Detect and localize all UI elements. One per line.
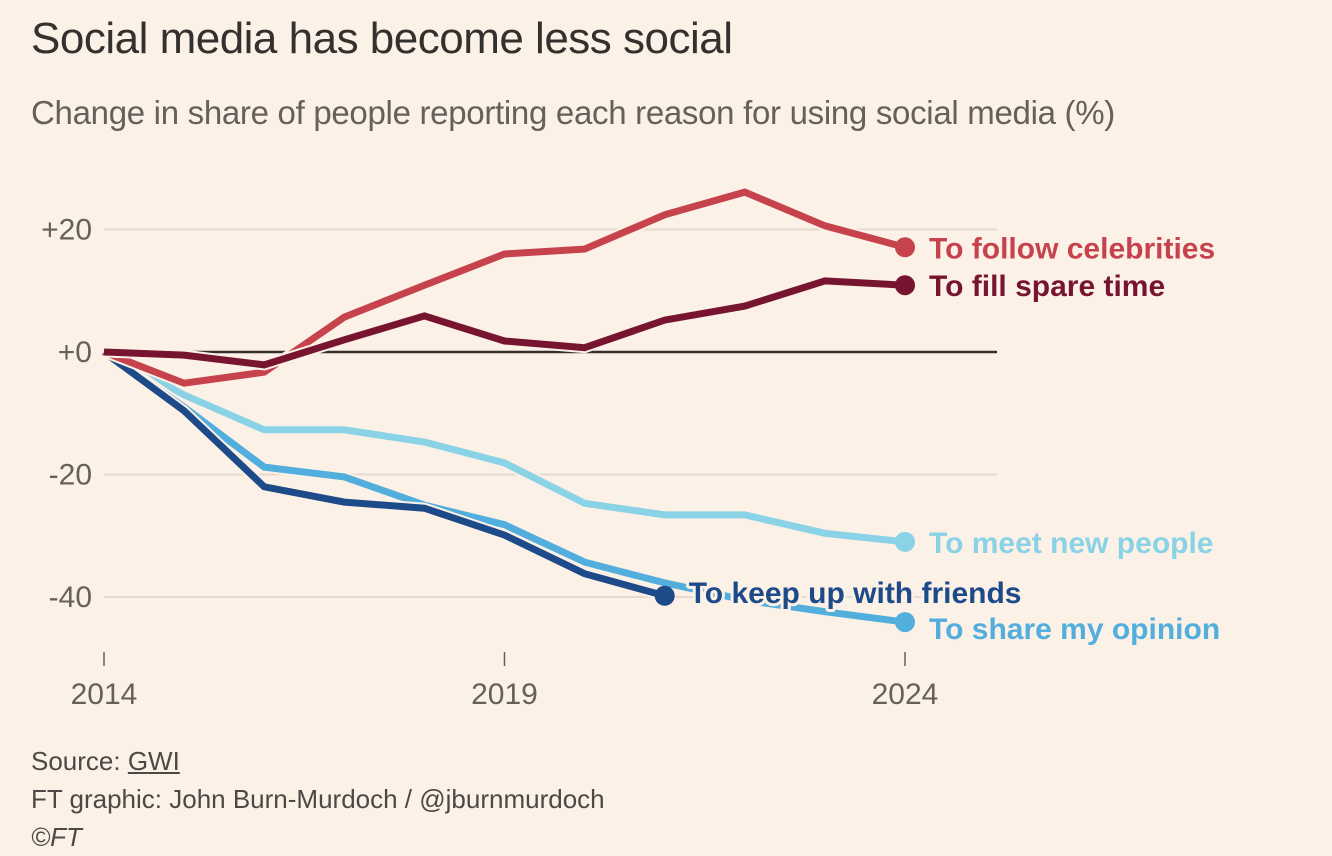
series-label: To keep up with friends xyxy=(689,577,1022,610)
y-tick-label: -40 xyxy=(49,581,92,614)
x-tick-label: 2019 xyxy=(471,678,538,711)
x-axis: 2014 2019 2024 xyxy=(71,652,939,711)
series-end-marker xyxy=(654,585,675,606)
source-prefix: Source: xyxy=(31,746,128,776)
x-tick-label: 2024 xyxy=(872,678,939,711)
series-label: To fill spare time xyxy=(929,270,1165,303)
series-label-halo: To follow celebrities xyxy=(929,232,1215,265)
series-label: To follow celebrities xyxy=(929,232,1215,265)
series-line xyxy=(102,188,906,387)
copyright: ©FT xyxy=(31,822,82,852)
x-tick-label: 2014 xyxy=(71,678,138,711)
source-link[interactable]: GWI xyxy=(127,746,180,776)
chart-title: Social media has become less social xyxy=(31,14,733,63)
y-axis: +20 +0 -20 -40 xyxy=(41,214,92,615)
series-label: To meet new people xyxy=(929,527,1214,560)
series-end-marker xyxy=(895,612,915,633)
series-label-halo: To keep up with friends xyxy=(689,577,1022,610)
y-tick-label: -20 xyxy=(49,459,92,492)
series-lines xyxy=(100,186,915,633)
series-line xyxy=(101,349,666,600)
series-end-marker xyxy=(895,275,915,296)
series-label: To share my opinion xyxy=(929,613,1220,646)
series-line xyxy=(103,277,906,369)
y-tick-label: +0 xyxy=(58,336,92,369)
series-end-marker xyxy=(895,531,915,552)
series-line xyxy=(102,348,906,546)
chart-subtitle: Change in share of people reporting each… xyxy=(31,94,1115,131)
series-label-halo: To fill spare time xyxy=(929,270,1165,303)
series-label-halo: To share my opinion xyxy=(929,613,1220,646)
chart-footer: Source: GWI FT graphic: John Burn-Murdoc… xyxy=(31,742,605,856)
source-line: Source: GWI xyxy=(31,742,605,780)
series-end-marker xyxy=(895,237,915,258)
y-tick-label: +20 xyxy=(41,214,92,247)
series-line xyxy=(102,349,906,626)
credit-line: FT graphic: John Burn-Murdoch / @jburnmu… xyxy=(31,784,605,814)
series-label-halo: To meet new people xyxy=(929,527,1214,560)
